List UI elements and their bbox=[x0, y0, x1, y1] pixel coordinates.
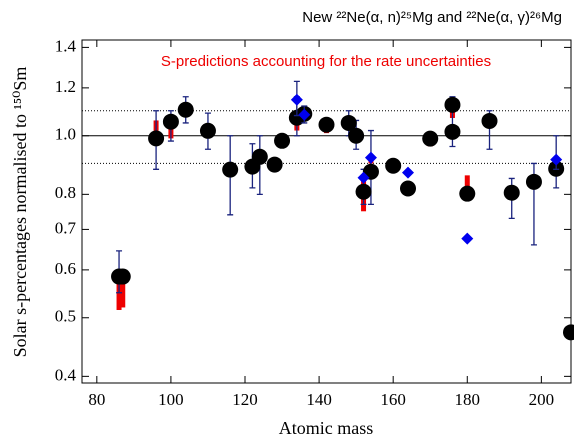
circle-marker bbox=[114, 268, 131, 285]
x-axis-label: Atomic mass bbox=[279, 418, 374, 438]
circle-marker bbox=[422, 130, 439, 147]
circle-marker bbox=[340, 114, 357, 131]
circle-marker bbox=[400, 180, 416, 197]
x-tick-label: 160 bbox=[380, 390, 406, 409]
diamond-marker bbox=[298, 108, 311, 121]
circle-marker bbox=[444, 123, 461, 140]
y-axis-label: Solar s-percentages normalised to ¹⁵⁰Sm bbox=[10, 67, 30, 358]
circle-marker bbox=[251, 148, 268, 165]
y-tick-label: 0.5 bbox=[55, 307, 76, 326]
circle-marker bbox=[563, 324, 574, 341]
circle-marker bbox=[503, 184, 520, 201]
circle-marker bbox=[274, 132, 291, 149]
diamond-marker bbox=[290, 93, 303, 106]
circle-marker bbox=[444, 96, 461, 113]
circle-marker bbox=[266, 156, 283, 173]
circle-marker bbox=[199, 122, 216, 139]
annotation: S-predictions accounting for the rate un… bbox=[161, 53, 491, 70]
diamond-marker bbox=[364, 151, 377, 164]
circle-marker bbox=[222, 161, 239, 178]
x-tick-label: 200 bbox=[529, 390, 555, 409]
chart-title: New ²²Ne(α, n)²⁵Mg and ²²Ne(α, γ)²⁶Mg bbox=[302, 9, 562, 26]
diamond-marker bbox=[402, 166, 414, 179]
x-tick-label: 140 bbox=[306, 390, 332, 409]
plot-frame bbox=[81, 39, 572, 384]
circle-marker bbox=[459, 185, 476, 202]
diamond-marker bbox=[461, 232, 474, 245]
circle-marker bbox=[348, 127, 365, 144]
circle-marker bbox=[385, 157, 402, 174]
x-tick-label: 180 bbox=[455, 390, 481, 409]
y-tick-label: 0.6 bbox=[55, 259, 76, 278]
y-tick-label: 0.8 bbox=[55, 183, 76, 202]
circle-marker bbox=[481, 112, 498, 129]
diamond-marker bbox=[550, 153, 563, 166]
circle-marker bbox=[162, 113, 179, 130]
circle-marker bbox=[525, 173, 542, 190]
y-tick-label: 0.4 bbox=[55, 365, 77, 384]
y-tick-label: 1.2 bbox=[55, 77, 76, 96]
x-tick-label: 80 bbox=[88, 390, 105, 409]
circle-marker bbox=[148, 130, 165, 147]
prediction-range bbox=[120, 269, 126, 308]
y-tick-label: 1.4 bbox=[55, 36, 77, 55]
y-tick-label: 1.0 bbox=[55, 125, 76, 144]
circle-marker bbox=[177, 101, 194, 118]
diamond-marker bbox=[357, 171, 370, 184]
y-tick-label: 0.7 bbox=[55, 218, 77, 237]
circle-marker bbox=[355, 183, 372, 200]
x-tick-label: 120 bbox=[232, 390, 258, 409]
circle-marker bbox=[318, 116, 335, 133]
prediction-range bbox=[464, 175, 470, 195]
x-tick-label: 100 bbox=[158, 390, 184, 409]
